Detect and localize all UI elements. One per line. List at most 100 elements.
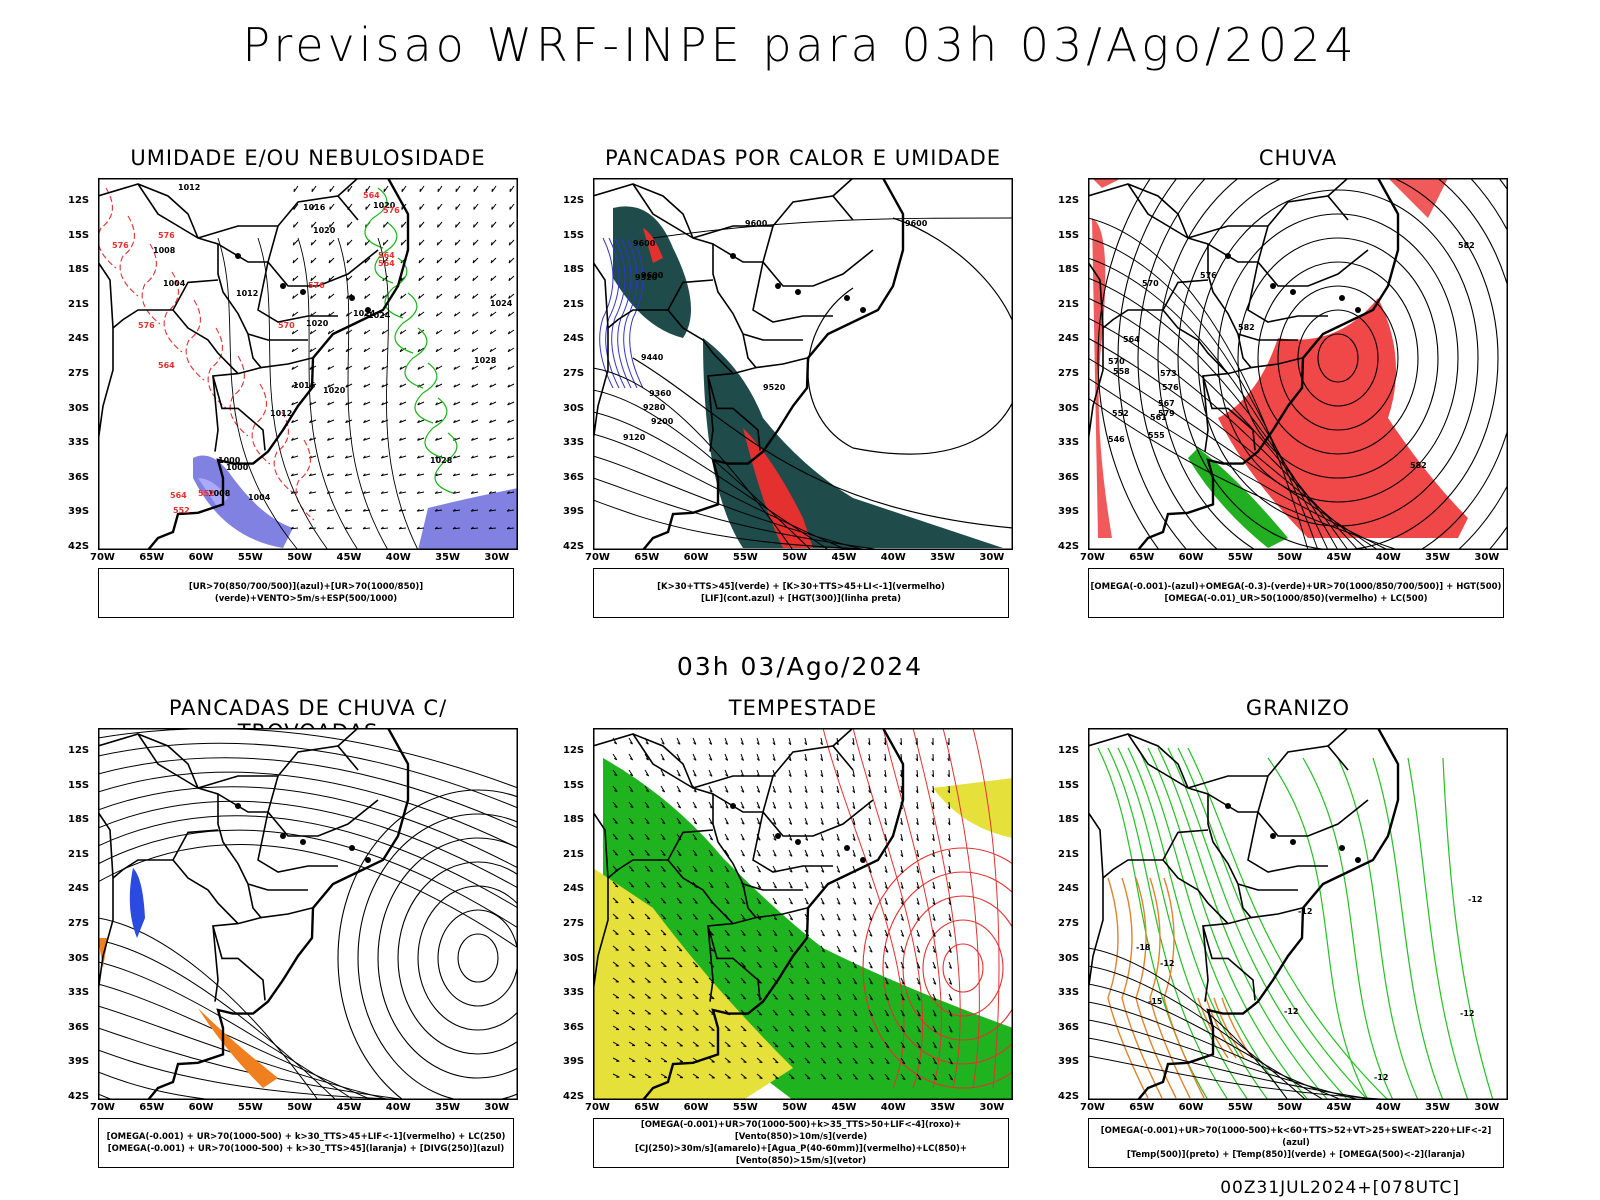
lat-tick-label: 39S: [1058, 1056, 1080, 1068]
lake-marker: [365, 307, 371, 313]
country-border: [267, 775, 379, 837]
lake-marker: [1290, 289, 1296, 295]
lake-marker: [795, 289, 801, 295]
lon-tick-label: 35W: [435, 552, 461, 563]
contour-label: 564: [378, 251, 395, 260]
lon-tick-label: 60W: [683, 1102, 709, 1113]
country-border: [632, 183, 694, 239]
lon-tick-label: 65W: [634, 1102, 660, 1113]
lat-tick-label: 36S: [68, 471, 90, 483]
lon-tick-label: 70W: [1080, 1102, 1105, 1113]
lon-tick-label: 40W: [385, 1102, 411, 1113]
contour-label: 1028: [430, 456, 453, 465]
lon-tick-label: 35W: [435, 1102, 461, 1113]
country-border: [257, 811, 338, 873]
lat-tick-label: 39S: [1058, 506, 1080, 518]
country-border: [692, 745, 854, 789]
panel-title: CHUVA: [1258, 146, 1338, 170]
legend-line: [UR>70(850/700/500)](azul)+[UR>70(1000/8…: [188, 582, 424, 604]
lon-tick-label: 65W: [1129, 1102, 1155, 1113]
legend-box: [OMEGA(-0.001) + UR>70(1000-500) + k>30_…: [98, 1118, 514, 1168]
contour-label: 9600: [641, 271, 664, 280]
lon-tick-label: 40W: [880, 552, 906, 563]
contour-label: 570: [1108, 357, 1125, 366]
legend-line: [OMEGA(-0.001)-(azul)+OMEGA(-0.3)-(verde…: [1090, 582, 1502, 592]
country-border: [98, 261, 114, 443]
legend-line: [CJ(250)>30m/s](amarelo)+[Agua_P(40-60mm…: [634, 1144, 968, 1166]
lat-tick-label: 27S: [563, 368, 585, 379]
lat-tick-label: 21S: [68, 848, 90, 860]
lon-tick-label: 50W: [1277, 552, 1303, 563]
contour-label: 1000: [226, 463, 249, 472]
country-border: [742, 883, 803, 891]
contour-label: 1024: [490, 299, 513, 308]
lake-marker: [235, 253, 241, 259]
country-border: [593, 811, 609, 993]
lat-tick-label: 15S: [563, 229, 585, 241]
lon-tick-label: 65W: [634, 552, 660, 563]
country-border: [217, 793, 268, 813]
forecast-time-label: 03h 03/Ago/2024: [676, 652, 924, 681]
contour-label: 576: [308, 281, 325, 290]
country-border: [212, 925, 219, 1002]
contour-label: 9600: [745, 219, 768, 228]
contour-label: 564: [170, 491, 187, 500]
legend-line: [OMEGA(-0.001) + UR>70(1000-500) + k>30_…: [107, 1144, 505, 1154]
country-border: [247, 333, 308, 341]
contour-label: 579: [1158, 409, 1175, 418]
contour-label: 561: [1150, 413, 1167, 422]
lat-tick-label: 18S: [563, 264, 585, 276]
country-border: [607, 829, 714, 879]
country-border: [257, 261, 338, 323]
lon-tick-label: 40W: [385, 552, 411, 563]
legend-box: [UR>70(850/700/500)](azul)+[UR>70(1000/8…: [98, 568, 514, 618]
lon-tick-label: 50W: [782, 1102, 808, 1113]
country-border: [217, 243, 268, 263]
country-border: [337, 178, 359, 197]
lat-tick-label: 24S: [1058, 883, 1080, 895]
country-border: [607, 279, 714, 329]
contour-label: 576: [138, 321, 155, 330]
lon-tick-label: 55W: [732, 552, 758, 563]
coastline: [642, 728, 905, 1100]
country-border: [593, 183, 761, 451]
lon-tick-label: 50W: [782, 552, 808, 563]
panel-title: TEMPESTADE: [728, 696, 878, 720]
country-border: [1207, 793, 1258, 813]
contour-label: 564: [1123, 335, 1140, 344]
country-border: [707, 925, 714, 1002]
country-border: [593, 261, 609, 443]
lon-tick-label: 70W: [90, 1102, 115, 1113]
lake-marker: [365, 857, 371, 863]
lat-tick-label: 30S: [563, 402, 585, 414]
lon-tick-label: 30W: [1474, 1102, 1500, 1113]
contour-label: 576: [1200, 271, 1217, 280]
lat-tick-label: 24S: [563, 883, 585, 895]
lon-tick-label: 55W: [237, 552, 263, 563]
country-border: [1247, 261, 1328, 323]
lon-tick-label: 45W: [1326, 1102, 1352, 1113]
lon-tick-label: 30W: [1474, 552, 1500, 563]
lat-tick-label: 21S: [68, 298, 90, 310]
country-border: [1250, 357, 1303, 369]
contour-label: 1020: [306, 319, 329, 328]
contour-label: 582: [1238, 323, 1255, 332]
lon-tick-label: 55W: [237, 1102, 263, 1113]
lat-tick-label: 33S: [563, 437, 585, 449]
lake-marker: [1225, 253, 1231, 259]
lat-tick-label: 39S: [68, 506, 90, 518]
lat-tick-label: 21S: [563, 298, 585, 310]
contour-label: -12: [1298, 907, 1312, 916]
lat-tick-label: 33S: [1058, 987, 1080, 999]
lat-tick-label: 15S: [1058, 229, 1080, 241]
lat-tick-label: 33S: [68, 437, 90, 449]
lat-tick-label: 15S: [68, 229, 90, 241]
legend-line: [Temp(500)](preto) + [Temp(850)](verde) …: [1126, 1150, 1466, 1160]
contour-label: 1024: [353, 309, 376, 318]
country-border: [755, 357, 808, 369]
lat-tick-label: 27S: [1058, 918, 1080, 929]
lat-tick-label: 24S: [68, 883, 90, 895]
lat-tick-label: 33S: [563, 987, 585, 999]
country-border: [752, 811, 833, 873]
lake-marker: [300, 839, 306, 845]
